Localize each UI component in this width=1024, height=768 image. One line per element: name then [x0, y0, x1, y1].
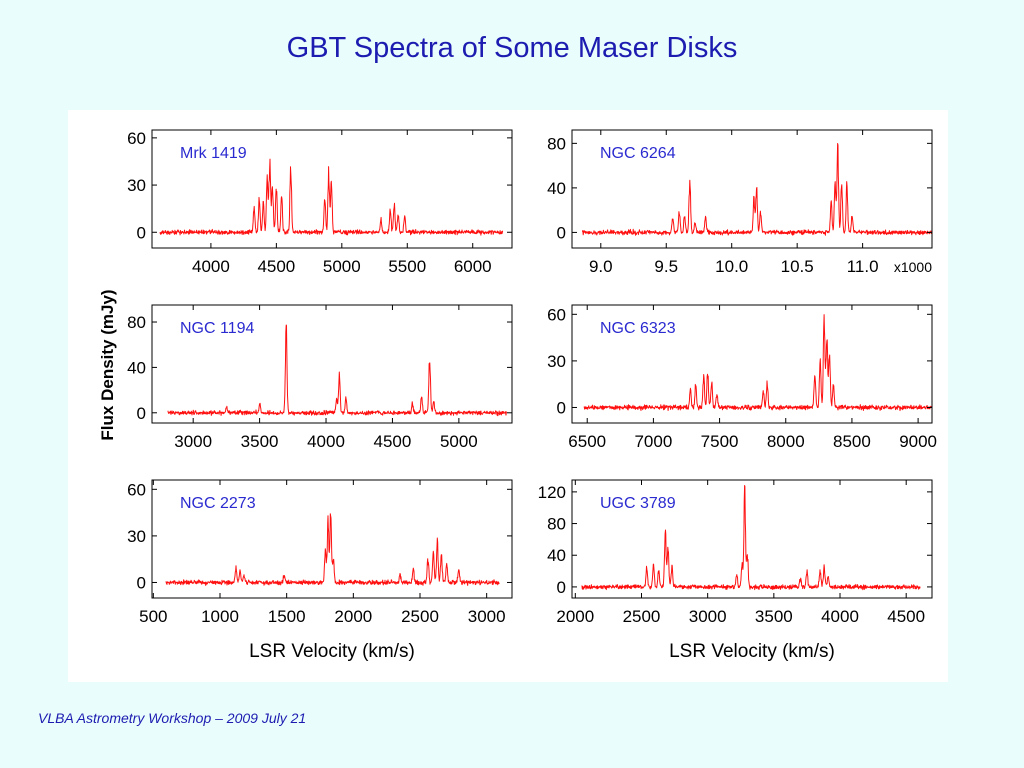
y-tick-label: 120 — [538, 483, 566, 502]
x-axis-label-right: LSR Velocity (km/s) — [669, 641, 835, 662]
panel-label: NGC 6264 — [600, 145, 676, 162]
slide-footer: VLBA Astrometry Workshop – 2009 July 21 — [38, 710, 307, 726]
y-tick-label: 80 — [547, 515, 566, 534]
x-tick-label: 2500 — [401, 607, 439, 626]
x-tick-label: 4500 — [374, 432, 412, 451]
y-tick-label: 60 — [127, 129, 146, 148]
plot-frame — [151, 304, 513, 424]
spectrum-line — [165, 513, 500, 586]
y-tick-label: 30 — [127, 527, 146, 546]
spectrum-line — [582, 143, 932, 236]
x-tick-label: 5000 — [440, 432, 478, 451]
x-tick-label: 7500 — [701, 432, 739, 451]
x-tick-label: 4000 — [821, 607, 859, 626]
spectrum-line — [159, 158, 504, 236]
x-tick-label: 1500 — [268, 607, 306, 626]
x-tick-label: 9000 — [899, 432, 937, 451]
x-tick-label: 4500 — [887, 607, 925, 626]
x-tick-label: 4000 — [307, 432, 345, 451]
x-tick-label: 9.0 — [589, 257, 613, 276]
x-tick-label: 6500 — [568, 432, 606, 451]
plot-frame — [151, 479, 513, 599]
y-tick-label: 0 — [557, 398, 566, 417]
x-tick-label: 7000 — [634, 432, 672, 451]
slide-title: GBT Spectra of Some Maser Disks — [286, 32, 738, 64]
y-tick-label: 60 — [127, 480, 146, 499]
x-tick-label: 3000 — [468, 607, 506, 626]
plot-frame — [571, 129, 933, 249]
x-multiplier-label: x1000 — [894, 259, 932, 275]
panel-label: UGC 3789 — [600, 495, 676, 512]
spectrum-panel: 6500 7000 7500 8000 8500 9000 0 30 60 NGC 6323 — [547, 304, 937, 451]
spectrum-panel: 3000 3500 4000 4500 5000 0 40 80 NGC 1194 — [127, 304, 513, 451]
spectrum-line — [581, 485, 921, 591]
spectrum-panel: 9.0 9.5 10.0 10.5 11.0 0 40 80 NGC 6264 x1000 — [547, 129, 933, 276]
y-tick-label: 0 — [137, 223, 146, 242]
x-tick-label: 9.5 — [654, 257, 678, 276]
x-axis-label-left: LSR Velocity (km/s) — [249, 641, 415, 662]
y-tick-label: 60 — [547, 305, 566, 324]
panel-label: NGC 6323 — [600, 320, 676, 337]
x-tick-label: 10.5 — [781, 257, 814, 276]
y-tick-label: 0 — [557, 223, 566, 242]
y-tick-label: 80 — [127, 313, 146, 332]
plot-frame — [151, 129, 513, 249]
y-tick-label: 40 — [547, 179, 566, 198]
x-tick-label: 4000 — [192, 257, 230, 276]
plot-frame — [571, 479, 933, 599]
spectrum-panel: 4000 4500 5000 5500 6000 0 30 60 Mrk 1419 — [127, 129, 513, 276]
panel-label: NGC 2273 — [180, 495, 256, 512]
x-tick-label: 3500 — [241, 432, 279, 451]
y-tick-label: 80 — [547, 134, 566, 153]
spectrum-line — [167, 324, 508, 417]
x-tick-label: 2000 — [334, 607, 372, 626]
x-tick-label: 1000 — [201, 607, 239, 626]
y-tick-label: 30 — [547, 352, 566, 371]
x-tick-label: 3000 — [689, 607, 727, 626]
y-tick-label: 40 — [127, 358, 146, 377]
x-tick-label: 6000 — [454, 257, 492, 276]
spectrum-panel: 500 1000 1500 2000 2500 3000 0 30 60 NGC 2273 — [127, 479, 513, 626]
x-tick-label: 500 — [139, 607, 167, 626]
y-axis-label: Flux Density (mJy) — [98, 289, 117, 440]
x-tick-label: 8000 — [767, 432, 805, 451]
y-tick-label: 0 — [137, 573, 146, 592]
plot-frame — [571, 304, 933, 424]
panel-label: NGC 1194 — [180, 320, 255, 337]
x-tick-label: 11.0 — [847, 257, 879, 276]
spectrum-panel: 2000 2500 3000 3500 4000 4500 0 40 80 120 UGC 3789 — [538, 479, 933, 626]
y-tick-label: 30 — [127, 176, 146, 195]
x-tick-label: 2500 — [623, 607, 661, 626]
x-tick-label: 5000 — [323, 257, 361, 276]
panel-label: Mrk 1419 — [180, 145, 247, 162]
y-tick-label: 0 — [557, 578, 566, 597]
y-tick-label: 0 — [137, 404, 146, 423]
x-tick-label: 10.0 — [715, 257, 748, 276]
x-tick-label: 4500 — [257, 257, 295, 276]
x-tick-label: 3000 — [174, 432, 212, 451]
x-tick-label: 8500 — [833, 432, 871, 451]
y-tick-label: 40 — [547, 546, 566, 565]
figure-background — [68, 110, 948, 682]
x-tick-label: 2000 — [556, 607, 594, 626]
spectrum-line — [583, 314, 932, 412]
x-tick-label: 5500 — [388, 257, 426, 276]
x-tick-label: 3500 — [755, 607, 793, 626]
